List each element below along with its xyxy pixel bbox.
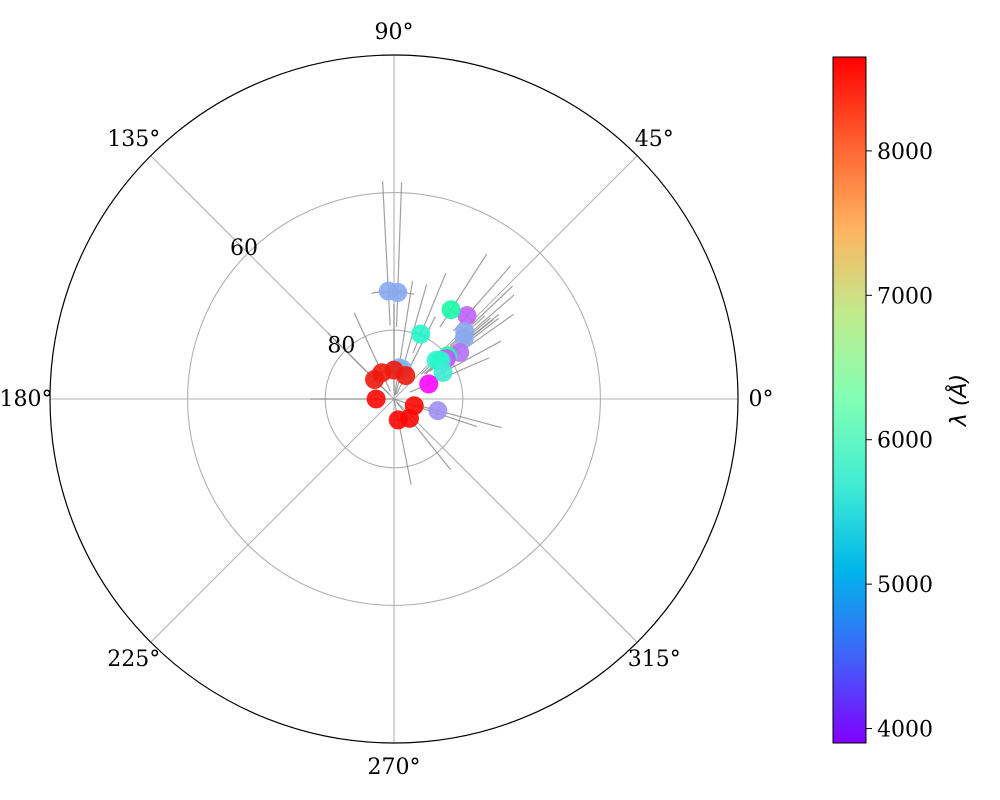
data-point-14 xyxy=(419,374,439,394)
radial-tick-label-60: 60 xyxy=(230,236,258,261)
data-point-20 xyxy=(365,370,385,390)
data-point-25 xyxy=(428,401,448,421)
polar-grid xyxy=(49,54,739,744)
colorbar: 4000 5000 6000 7000 8000 λ (Å) xyxy=(832,56,972,744)
tick-labels: 0° 45° 90° 135° 180° 225° 270° 315° 80 60 xyxy=(0,20,774,780)
angle-tick-label-315: 315° xyxy=(628,647,681,672)
data-points xyxy=(365,281,477,430)
colorbar-tick-label-7000: 7000 xyxy=(877,284,933,309)
data-point-2 xyxy=(457,306,477,326)
colorbar-tick-label-5000: 5000 xyxy=(877,573,933,598)
colorbar-ticks: 4000 5000 6000 7000 8000 xyxy=(866,140,933,743)
data-point-21 xyxy=(366,389,386,409)
angle-tick-label-135: 135° xyxy=(107,127,160,152)
colorbar-tick-label-6000: 6000 xyxy=(877,429,933,454)
error-bar-radial xyxy=(395,182,403,327)
colorbar-tick-label-4000: 4000 xyxy=(877,718,933,743)
colorbar-label: λ (Å) xyxy=(945,374,972,427)
data-point-1 xyxy=(388,282,408,302)
data-point-24 xyxy=(399,408,419,428)
angle-tick-label-270: 270° xyxy=(368,755,421,780)
angle-tick-label-0: 0° xyxy=(749,387,774,412)
angular-gridline-315 xyxy=(393,398,638,643)
angle-tick-label-225: 225° xyxy=(107,647,160,672)
error-bar-radial xyxy=(381,181,391,326)
angle-tick-label-180: 180° xyxy=(0,387,53,412)
data-point-5 xyxy=(454,328,474,348)
data-point-13 xyxy=(411,324,431,344)
polar-frame xyxy=(49,54,739,744)
data-point-19 xyxy=(384,360,404,380)
angular-gridline-225 xyxy=(150,398,395,643)
colorbar-tick-label-8000: 8000 xyxy=(877,140,933,165)
radial-tick-label-80: 80 xyxy=(327,333,355,358)
data-point-3 xyxy=(441,300,461,320)
angle-tick-label-45: 45° xyxy=(635,127,674,152)
data-point-12 xyxy=(433,362,453,382)
angle-tick-label-90: 90° xyxy=(375,20,414,45)
colorbar-bar xyxy=(832,56,867,744)
